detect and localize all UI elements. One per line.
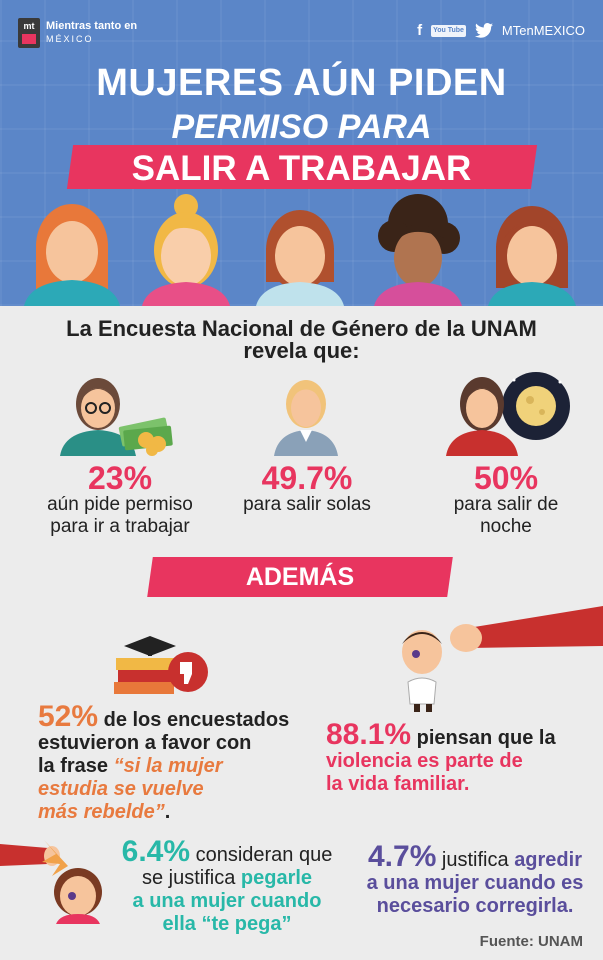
fact-88-text: 88.1% piensan que la violencia es parte …	[326, 718, 556, 796]
social-links: f You Tube MTenMEXICO	[417, 22, 585, 39]
stat-2-description: para salir solas	[243, 494, 371, 515]
fact-52-percentage: 52%	[38, 700, 99, 733]
youtube-icon[interactable]: You Tube	[431, 24, 466, 37]
books-thumbs-down-icon	[114, 636, 208, 694]
woman-with-moon-icon	[446, 372, 570, 456]
twitter-icon[interactable]	[474, 23, 493, 38]
fact-4-text: 4.7% justifica agredir a una mujer cuand…	[366, 840, 584, 918]
social-handle: MTenMEXICO	[501, 23, 585, 38]
woman-profile-icon	[274, 380, 338, 456]
crying-person-icon	[402, 630, 442, 712]
woman-2-icon	[142, 194, 230, 306]
intro-text: La Encuesta Nacional de Género de la UNA…	[0, 318, 603, 362]
woman-1-icon	[24, 204, 120, 306]
women-illustration	[24, 194, 576, 306]
fact-88-percentage: 88.1%	[326, 718, 412, 751]
header-banner: mt Mientras tanto en MÉXICO f You Tube M…	[0, 0, 603, 306]
woman-5-icon	[488, 206, 576, 306]
red-arm-illustration	[448, 606, 603, 671]
fact-4-percentage: 4.7%	[367, 840, 437, 873]
ademas-heading: ADEMÁS	[245, 563, 355, 591]
fact-52-text: 52% de los encuestados estuvieron a favo…	[38, 700, 290, 824]
stat-1-percentage: 23%	[87, 460, 153, 496]
woman-3-icon	[256, 210, 344, 306]
brand-logo[interactable]: mt Mientras tanto en MÉXICO	[18, 18, 137, 48]
woman-with-money-icon	[60, 378, 173, 456]
intro-line-2: revela que:	[243, 338, 360, 363]
title-line-1: MUJERES AÚN PIDEN	[96, 62, 507, 104]
facebook-icon[interactable]: f	[417, 22, 423, 39]
stat-3-percentage: 50%	[473, 460, 539, 496]
brand-name: Mientras tanto en	[46, 20, 138, 32]
logo-mark: mt	[18, 18, 40, 48]
woman-4-icon	[374, 194, 462, 306]
stat-1-description: aún pide permiso para ir a trabajar	[47, 494, 193, 537]
brand-country: MÉXICO	[46, 34, 94, 44]
stat-2-percentage: 49.7%	[261, 460, 353, 496]
hurt-girl-icon	[42, 840, 102, 924]
fact-6-percentage: 6.4%	[121, 835, 191, 868]
source-credit: Fuente: UNAM	[479, 933, 583, 950]
fact-6-text: 6.4% consideran que se justifica pegarle…	[121, 835, 333, 936]
title-line-2: PERMISO PARA	[171, 108, 432, 146]
stat-3-description: para salir de noche	[453, 494, 559, 537]
intro-line-1: La Encuesta Nacional de Género de la UNA…	[66, 316, 537, 341]
title-line-3: SALIR A TRABAJAR	[131, 149, 472, 188]
